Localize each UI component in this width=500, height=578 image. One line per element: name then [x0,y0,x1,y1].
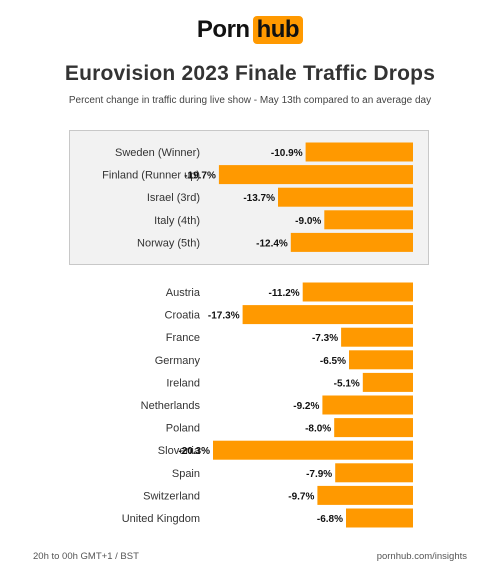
category-label: Sweden (Winner) [115,147,200,159]
value-label: -9.0% [295,216,321,227]
bar [278,187,413,207]
bar [324,210,413,230]
category-label: France [166,332,200,344]
value-label: -7.9% [306,469,332,480]
time-range-note: 20h to 00h GMT+1 / BST [33,551,139,562]
value-label: -13.7% [243,193,275,204]
value-label: -9.2% [293,401,319,412]
bar [302,282,413,302]
bar [341,327,413,347]
bar [242,305,413,325]
category-label: Switzerland [143,490,200,502]
logo-text-part2: hub [252,16,304,44]
category-label: Norway (5th) [137,237,200,249]
category-label: Austria [166,287,201,299]
value-label: -12.4% [256,238,288,249]
pornhub-logo: Porn hub [0,16,500,44]
value-label: -5.1% [334,378,360,389]
category-label: Netherlands [141,400,201,412]
bar [317,485,413,505]
value-label: -10.9% [271,148,303,159]
category-label: Poland [166,423,200,435]
bar [213,440,413,460]
category-label: Spain [172,468,200,480]
category-label: United Kingdom [122,513,200,525]
bar [322,395,413,415]
bar [349,350,413,370]
bar [305,142,413,162]
value-label: -8.0% [305,424,331,435]
value-label: -6.5% [320,356,346,367]
source-link[interactable]: pornhub.com/insights [376,551,467,562]
category-label: Finland (Runner up) [102,170,200,182]
value-label: -6.8% [317,514,343,525]
bar [334,418,413,438]
bar [362,372,413,392]
category-label: Germany [155,355,201,367]
value-label: -7.3% [312,333,338,344]
bar [346,508,413,528]
chart-subtitle: Percent change in traffic during live sh… [68,95,432,106]
category-label: Ireland [166,377,200,389]
category-label: Slovenia [158,445,201,457]
value-label: -11.2% [269,288,300,299]
value-label: -17.3% [208,311,240,322]
bar [290,232,413,252]
bar [218,165,413,185]
chart-title: Eurovision 2023 Finale Traffic Drops [64,62,436,85]
category-label: Israel (3rd) [147,192,200,204]
category-label: Croatia [165,310,201,322]
value-label: -20.3% [178,446,210,457]
value-label: -19.7% [184,171,216,182]
value-label: -9.7% [288,491,314,502]
category-label: Italy (4th) [154,215,200,227]
logo-text-part1: Porn [196,16,250,43]
bar [335,463,413,483]
